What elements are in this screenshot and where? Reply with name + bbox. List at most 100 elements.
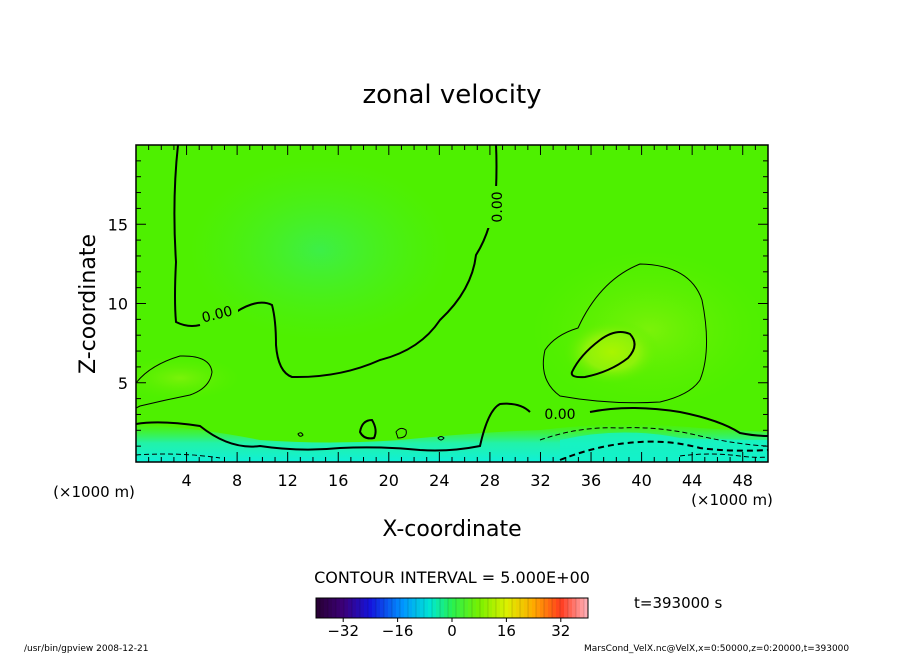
contour-zero-loop <box>358 418 377 440</box>
colorbar-swatch <box>480 598 485 618</box>
x-tick-label: 4 <box>181 471 191 490</box>
colorbar-swatch <box>416 598 421 618</box>
contour-label-1: 0.00 <box>200 303 234 326</box>
contour-label-bg <box>538 406 580 422</box>
field-warm-region <box>530 250 768 410</box>
colorbar-swatch <box>580 598 585 618</box>
colorbar-swatch <box>464 598 469 618</box>
colorbar-swatch <box>576 598 581 618</box>
colorbar-swatch <box>472 598 477 618</box>
colorbar-swatch <box>364 598 369 618</box>
colorbar-swatch <box>332 598 337 618</box>
colorbar-swatch <box>476 598 481 618</box>
colorbar-swatch <box>560 598 565 618</box>
contour-5-left <box>136 355 213 409</box>
contour-zero-lower <box>136 402 768 452</box>
colorbar-swatch <box>316 598 321 618</box>
colorbar-swatch <box>440 598 445 618</box>
colorbar-swatch <box>320 598 325 618</box>
x-tick-label: 8 <box>232 471 242 490</box>
colorbar-swatch <box>500 598 505 618</box>
colorbar-swatch <box>492 598 497 618</box>
colorbar-swatch <box>504 598 509 618</box>
colorbar-swatch <box>400 598 405 618</box>
colorbar-tick-label: 32 <box>551 622 570 640</box>
field-max-region <box>564 320 660 384</box>
colorbar-swatch <box>356 598 361 618</box>
colorbar-swatch <box>516 598 521 618</box>
colorbar-swatch <box>520 598 525 618</box>
colorbar-swatch <box>392 598 397 618</box>
contour-neg10 <box>559 440 768 461</box>
colorbar-swatch <box>380 598 385 618</box>
colorbar-swatch <box>524 598 529 618</box>
colorbar-swatch <box>572 598 577 618</box>
x-tick-label: 32 <box>530 471 550 490</box>
colorbar-tick-label: 0 <box>447 622 457 640</box>
colorbar-tick-label: −32 <box>327 622 359 640</box>
x-tick-label: 20 <box>379 471 399 490</box>
footer-left: /usr/bin/gpview 2008-12-21 <box>24 644 148 654</box>
colorbar-swatch <box>396 598 401 618</box>
colorbar-swatch <box>352 598 357 618</box>
colorbar-swatch <box>344 598 349 618</box>
colorbar-swatch <box>412 598 417 618</box>
colorbar-swatch <box>436 598 441 618</box>
y-tick-label: 5 <box>118 374 128 393</box>
x-tick-label: 44 <box>682 471 702 490</box>
y-axis: 5 10 15 <box>108 160 768 447</box>
x-tick-label: 36 <box>581 471 601 490</box>
colorbar-swatch <box>468 598 473 618</box>
x-axis-label: X-coordinate <box>382 517 521 542</box>
contour-10-right <box>570 331 636 379</box>
colorbar-swatch <box>324 598 329 618</box>
colorbar-tick-label: −16 <box>382 622 414 640</box>
x-tick-label: 24 <box>429 471 449 490</box>
colorbar-swatch <box>360 598 365 618</box>
colorbar-swatch <box>556 598 561 618</box>
contour-label-3: 0.00 <box>544 407 575 423</box>
x-tick-label: 16 <box>328 471 348 490</box>
contour-lines <box>136 145 768 461</box>
colorbar-swatch <box>432 598 437 618</box>
colorbar-swatch <box>548 598 553 618</box>
contour-5-right <box>542 263 707 404</box>
colorbar-swatch <box>584 598 589 618</box>
contour-neg5 <box>539 427 768 447</box>
colorbar-swatch <box>348 598 353 618</box>
colorbar-swatch <box>368 598 373 618</box>
colorbar-swatch <box>496 598 501 618</box>
colorbar-swatch <box>456 598 461 618</box>
x-tick-label: 48 <box>733 471 753 490</box>
colorbar-swatch <box>512 598 517 618</box>
colorbar-swatch <box>424 598 429 618</box>
chart-title: zonal velocity <box>362 80 541 110</box>
colorbar-swatch <box>408 598 413 618</box>
field-cool-region <box>190 160 450 340</box>
colorbar-swatch <box>428 598 433 618</box>
colorbar-swatch <box>336 598 341 618</box>
y-unit-note: (×1000 m) <box>53 483 135 501</box>
colorbar-swatch <box>460 598 465 618</box>
contour-label-2: 0.00 <box>490 191 506 222</box>
colorbar-swatch <box>536 598 541 618</box>
colorbar-ticks: −32 −16 0 16 32 <box>327 618 570 640</box>
colorbar-swatch <box>384 598 389 618</box>
colorbar-swatch <box>532 598 537 618</box>
colorbar-tick-label: 16 <box>497 622 516 640</box>
colorbar-swatch <box>552 598 557 618</box>
contour-label-bg <box>486 186 506 228</box>
colorbar-swatch <box>568 598 573 618</box>
contour-interval-text: CONTOUR INTERVAL = 5.000E+00 <box>314 568 590 587</box>
colorbar-swatch <box>340 598 345 618</box>
plot-area: 0.00 0.00 0.00 <box>136 145 768 462</box>
x-tick-label: 28 <box>480 471 500 490</box>
colorbar-swatch <box>388 598 393 618</box>
colorbar-swatch <box>564 598 569 618</box>
x-tick-label: 40 <box>631 471 651 490</box>
colorbar-swatch <box>444 598 449 618</box>
colorbar-swatch <box>484 598 489 618</box>
field-warm-left <box>136 356 240 400</box>
colorbar-swatch <box>488 598 493 618</box>
